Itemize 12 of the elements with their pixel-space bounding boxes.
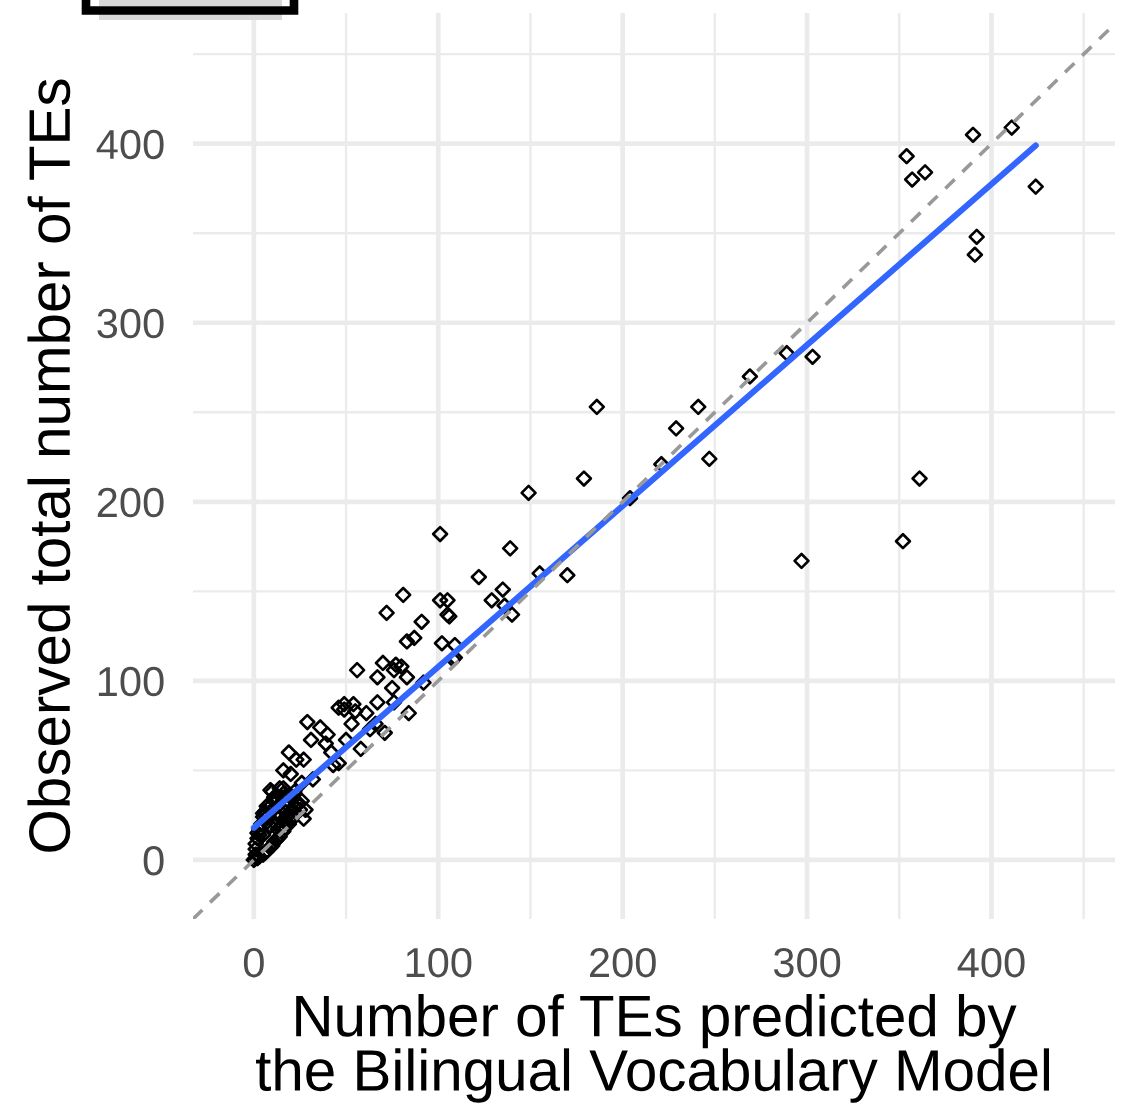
x-tick-label: 400: [957, 947, 1025, 978]
y-tick-label: 0: [143, 845, 164, 876]
y-tick-label: 400: [96, 129, 164, 160]
y-tick-label: 300: [97, 308, 164, 339]
x-tick-label: 0: [243, 947, 264, 978]
y-tick-label: 200: [97, 487, 164, 518]
y-axis-title: Observed total number of TEs: [27, 79, 71, 852]
x-axis-title: Number of TEs predicted by the Bilingual Vocabulary Model: [256, 993, 1049, 1103]
y-tick-label: 100: [98, 666, 164, 697]
x-tick-label: 200: [589, 947, 656, 978]
x-tick-label: 100: [406, 947, 472, 978]
x-tick-label: 300: [773, 947, 841, 978]
